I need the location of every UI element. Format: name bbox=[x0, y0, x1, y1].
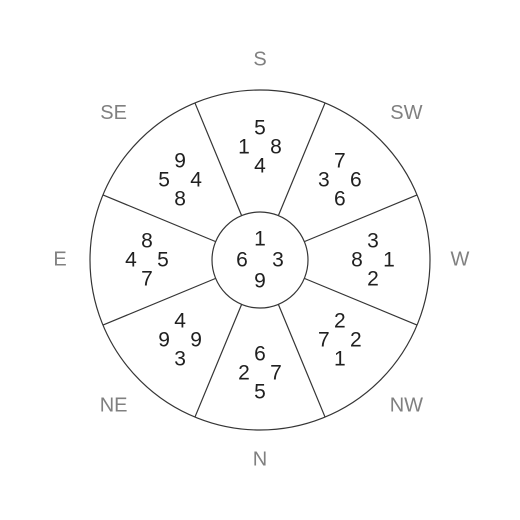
dir-label-nw: NW bbox=[390, 395, 423, 417]
cell-w-top: 3 bbox=[367, 230, 379, 253]
cell-s-bottom: 4 bbox=[254, 155, 266, 178]
cell-n-bottom: 5 bbox=[254, 381, 266, 404]
cell-ne-left: 9 bbox=[158, 328, 170, 351]
cell-se-right: 4 bbox=[190, 169, 202, 192]
cell-e-top: 8 bbox=[141, 230, 153, 253]
cell-center-right: 3 bbox=[272, 249, 284, 272]
cell-ne-right: 9 bbox=[190, 328, 202, 351]
cell-nw-left: 7 bbox=[318, 328, 330, 351]
cell-center-top: 1 bbox=[254, 228, 266, 251]
cell-s-left: 1 bbox=[238, 136, 250, 159]
cell-n-top: 6 bbox=[254, 343, 266, 366]
cell-sw-top: 7 bbox=[334, 150, 346, 173]
dir-label-ne: NE bbox=[100, 395, 128, 417]
cell-e-bottom: 7 bbox=[141, 268, 153, 291]
cell-e-right: 5 bbox=[157, 249, 169, 272]
cell-e-left: 4 bbox=[125, 249, 137, 272]
spoke-0 bbox=[195, 103, 242, 216]
flying-star-chart: S5184SW7366W3812NW2721N6275NE4993E8457SE… bbox=[0, 0, 520, 520]
spoke-1 bbox=[278, 103, 325, 216]
dir-label-w: W bbox=[451, 248, 470, 270]
dir-label-se: SE bbox=[100, 102, 127, 124]
cell-se-top: 9 bbox=[174, 150, 186, 173]
cell-sw-left: 3 bbox=[318, 169, 330, 192]
cell-se-bottom: 8 bbox=[174, 188, 186, 211]
cell-w-left: 8 bbox=[351, 249, 363, 272]
cell-se-left: 5 bbox=[158, 169, 170, 192]
cell-nw-top: 2 bbox=[334, 309, 346, 332]
spoke-7 bbox=[103, 195, 216, 242]
cell-ne-bottom: 3 bbox=[174, 347, 186, 370]
dir-label-s: S bbox=[253, 48, 266, 70]
cell-ne-top: 4 bbox=[174, 309, 186, 332]
outer-ring bbox=[90, 90, 430, 430]
cell-n-left: 2 bbox=[238, 362, 250, 385]
cell-center-bottom: 9 bbox=[254, 270, 266, 293]
cell-s-right: 8 bbox=[270, 136, 282, 159]
spoke-4 bbox=[278, 304, 325, 417]
cell-w-bottom: 2 bbox=[367, 268, 379, 291]
cell-center-left: 6 bbox=[236, 249, 248, 272]
dir-label-sw: SW bbox=[390, 102, 422, 124]
cell-s-top: 5 bbox=[254, 117, 266, 140]
cell-nw-bottom: 1 bbox=[334, 347, 346, 370]
spoke-2 bbox=[304, 195, 417, 242]
cell-sw-right: 6 bbox=[350, 169, 362, 192]
inner-ring bbox=[212, 212, 308, 308]
spoke-3 bbox=[304, 278, 417, 325]
spoke-6 bbox=[103, 278, 216, 325]
cell-n-right: 7 bbox=[270, 362, 282, 385]
dir-label-e: E bbox=[53, 248, 66, 270]
dir-label-n: N bbox=[253, 448, 267, 470]
cell-nw-right: 2 bbox=[350, 328, 362, 351]
cell-sw-bottom: 6 bbox=[334, 188, 346, 211]
spoke-5 bbox=[195, 304, 242, 417]
cell-w-right: 1 bbox=[383, 249, 395, 272]
